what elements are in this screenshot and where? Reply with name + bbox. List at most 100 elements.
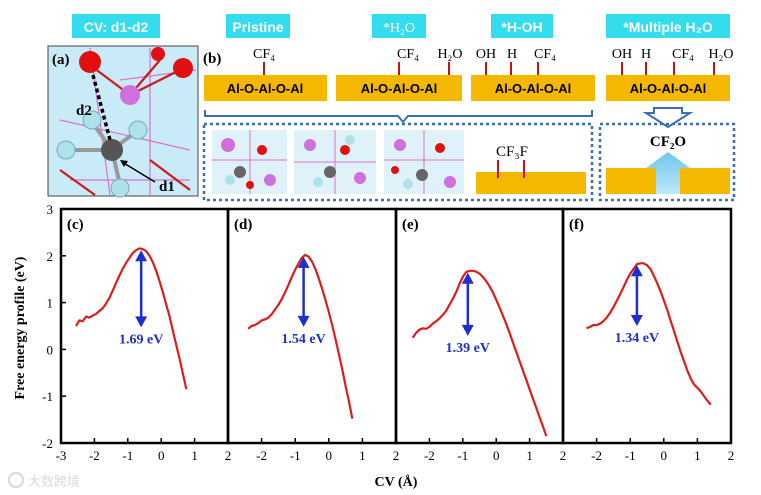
y-tick-label: 0 <box>47 342 54 357</box>
panel-a-frame <box>47 45 199 197</box>
aluminum-atom <box>120 85 140 105</box>
barrier-label: 1.54 eV <box>281 332 325 347</box>
panel-letter: (c) <box>67 217 84 233</box>
y-axis-title: Free energy profile (eV) <box>13 256 28 399</box>
energy-curve <box>411 269 548 437</box>
energy-curve <box>586 262 712 406</box>
slab-multi: OH H CF₄ H₂O Al-O-Al-O-Al <box>606 47 734 101</box>
x-tick-label: -1 <box>625 448 636 463</box>
fluorine-atom <box>56 140 76 160</box>
chain-label: Al-O-Al-O-Al <box>227 81 304 96</box>
oxygen-atom <box>173 58 193 78</box>
hoh-tag-label: *H-OH <box>501 19 542 35</box>
barrier-arrow-up-icon <box>135 250 148 262</box>
x-tick-label: 1 <box>526 448 533 463</box>
d1-label: d1 <box>159 179 175 195</box>
h2o-tag-box <box>372 14 426 38</box>
x-tick-label: -1 <box>457 448 468 463</box>
x-tick-label: 1 <box>359 448 366 463</box>
cf2o-box <box>598 122 736 202</box>
snapshot-box <box>202 122 594 202</box>
slab-h2o: CF₄ H₂O Al-O-Al-O-Al <box>336 47 463 101</box>
y-tick-label: 3 <box>47 202 54 217</box>
x-tick-label: 2 <box>728 448 735 463</box>
cf4-label: CF₄ <box>397 47 419 62</box>
hoh-tag-box <box>491 14 553 38</box>
panel-a-label: (a) <box>52 52 70 68</box>
chart-area: Free energy profile (eV) CV (Å) 3 2 1 0 -1 -2… <box>13 202 734 490</box>
panel-b-label: (b) <box>203 51 221 67</box>
x-tick-label: 2 <box>560 448 567 463</box>
multi-tag-label: *Multiple H₂O <box>623 19 713 35</box>
h2o-tag-label: *H₂O <box>383 21 415 36</box>
oh-label: OH <box>612 47 632 62</box>
cf2o-label: CF₂O <box>650 134 686 150</box>
energy-panel: -3 -2 -1 0 1 2 1.69 eV (c) <box>56 207 232 463</box>
fluorine-atom <box>110 178 130 198</box>
h2o-molecule-label: H₂O <box>708 47 733 62</box>
barrier-arrow-down-icon <box>461 324 474 336</box>
d1-arrowhead <box>120 160 128 167</box>
barrier-arrow-up-icon <box>461 272 474 284</box>
h-label: H <box>641 47 651 62</box>
slab-bar <box>336 75 462 101</box>
barrier-arrow-down-icon <box>630 315 643 326</box>
cf4-label: CF₄ <box>253 47 275 62</box>
slab-bar <box>606 75 730 101</box>
watermark-logo-icon <box>8 472 24 488</box>
slab-bar <box>204 75 327 101</box>
chain-label: Al-O-Al-O-Al <box>630 81 707 96</box>
barrier-arrow-up-icon <box>630 265 643 277</box>
x-tick-label: -2 <box>256 448 267 463</box>
cv-tag-label: CV: d1-d2 <box>84 19 149 35</box>
pristine-tag-label: Pristine <box>232 19 284 35</box>
x-tick-label: -1 <box>290 448 301 463</box>
panel-frame <box>561 207 733 445</box>
y-axis-ticks: 3 2 1 0 -1 -2 <box>42 202 66 451</box>
energy-panel: -2 -1 0 1 2 1.34 eV (f) <box>561 207 735 463</box>
panel-letter: (f) <box>569 217 584 233</box>
down-arrow-icon <box>642 107 694 129</box>
x-tick-label: 0 <box>661 448 668 463</box>
grouping-brace <box>204 110 593 124</box>
slab-bar <box>476 172 586 194</box>
snapshots <box>212 130 464 194</box>
fluorine-atom <box>128 120 148 140</box>
x-tick-label: -2 <box>591 448 602 463</box>
carbon-atom <box>101 139 123 161</box>
slab-hoh: OH H CF₄ Al-O-Al-O-Al <box>471 47 595 101</box>
watermark-text: 大数跨境 <box>28 474 80 489</box>
energy-curve <box>75 247 188 390</box>
panel-a: (a) d2 d1 <box>47 45 199 198</box>
energy-panels: -3 -2 -1 0 1 2 1.69 eV (c) -2 -1 0 1 2 1.54 eV (d) -2 -1… <box>56 207 735 463</box>
x-tick-label: -3 <box>56 448 67 463</box>
d1-pointer <box>121 161 156 183</box>
x-tick-label: 2 <box>225 448 232 463</box>
x-tick-label: 2 <box>393 448 400 463</box>
x-tick-label: 1 <box>191 448 198 463</box>
barrier-label: 1.69 eV <box>119 332 163 347</box>
header-tags: CV: d1-d2 Pristine *H₂O *H-OH *Multiple … <box>72 14 730 38</box>
y-tick-label: -2 <box>42 436 53 451</box>
cf3f-product: CF₃F <box>476 144 586 194</box>
energy-panel: -2 -1 0 1 2 1.54 eV (d) <box>226 207 400 463</box>
y-tick-label: 1 <box>47 296 54 311</box>
slab-pristine: CF₄ Al-O-Al-O-Al <box>204 47 327 101</box>
panel-letter: (e) <box>402 217 419 233</box>
oxygen-atom <box>79 51 101 73</box>
energy-curve <box>247 253 354 419</box>
panel-frame <box>59 207 230 445</box>
x-tick-label: -2 <box>424 448 435 463</box>
watermark: 大数跨境 <box>8 472 80 489</box>
h2o-molecule-label: H₂O <box>437 47 462 62</box>
panel-letter: (d) <box>234 217 252 233</box>
pristine-tag-box <box>226 14 290 38</box>
x-tick-label: -1 <box>122 448 133 463</box>
barrier-label: 1.39 eV <box>446 341 490 356</box>
oxygen-atom <box>151 47 165 61</box>
y-tick-label: -1 <box>42 389 53 404</box>
oh-label: OH <box>476 47 496 62</box>
chain-label: Al-O-Al-O-Al <box>495 81 572 96</box>
x-axis-title: CV (Å) <box>375 474 418 490</box>
